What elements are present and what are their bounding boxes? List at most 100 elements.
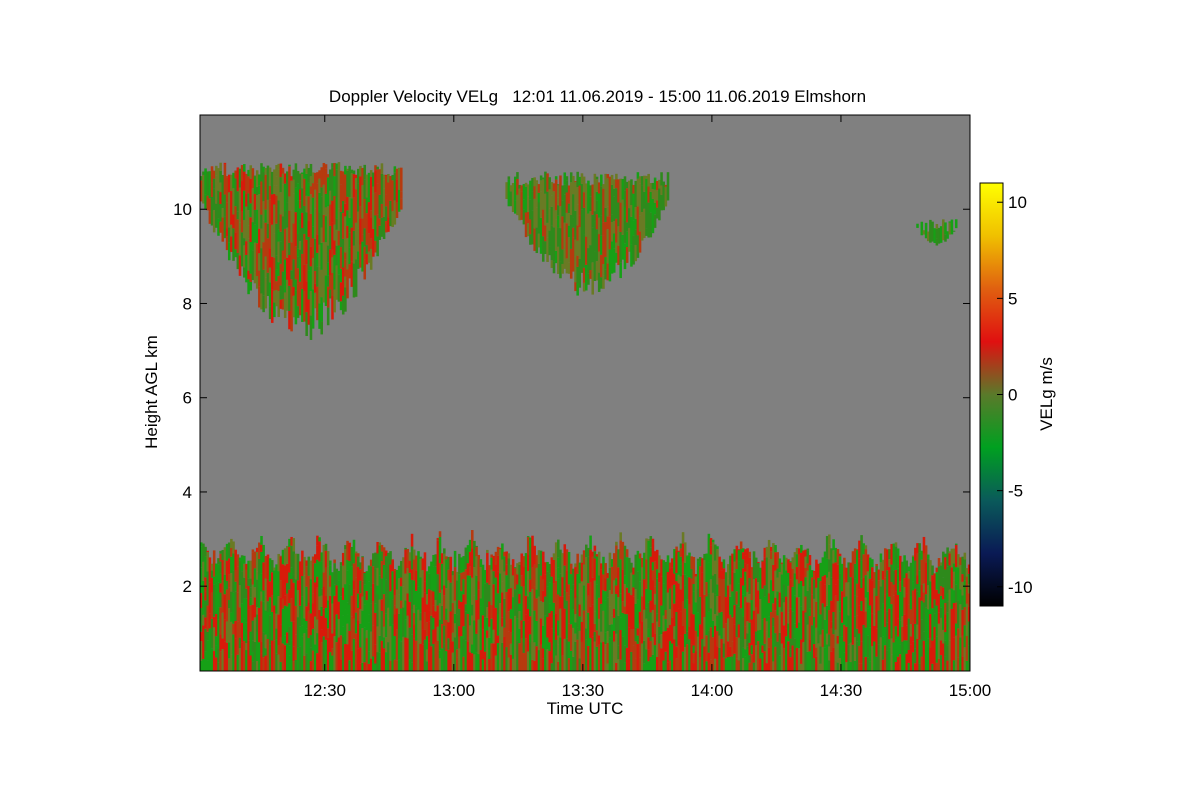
velocity-cell (578, 562, 582, 584)
velocity-cell (333, 584, 336, 596)
velocity-cell (554, 219, 558, 251)
velocity-cell (804, 577, 807, 597)
velocity-cell (232, 652, 235, 671)
velocity-cell (219, 634, 222, 652)
velocity-cell (471, 615, 474, 645)
velocity-cell (735, 569, 739, 592)
velocity-cell (589, 606, 592, 639)
velocity-cell (744, 596, 747, 627)
velocity-cell (382, 564, 386, 595)
velocity-cell (625, 181, 629, 189)
velocity-cell (406, 568, 410, 594)
velocity-cell (752, 662, 756, 671)
velocity-cell (868, 578, 872, 606)
velocity-cell (372, 193, 375, 229)
velocity-cell (726, 578, 730, 586)
velocity-cell (339, 184, 343, 212)
velocity-cell (514, 589, 517, 616)
y-axis-label: Height AGL km (142, 335, 161, 449)
velocity-cell (539, 601, 543, 619)
velocity-cell (572, 656, 575, 671)
velocity-cell (587, 180, 590, 214)
velocity-cell (354, 612, 358, 624)
velocity-cell (473, 540, 476, 567)
velocity-cell (692, 556, 696, 585)
velocity-cell (449, 556, 453, 583)
velocity-cell (748, 551, 752, 558)
velocity-cell (363, 259, 367, 280)
velocity-cell (548, 651, 551, 671)
velocity-cell (326, 307, 330, 326)
velocity-cell (326, 262, 330, 276)
velocity-cell (311, 183, 315, 198)
velocity-cell (460, 601, 463, 637)
velocity-cell (548, 573, 551, 583)
velocity-cell (380, 163, 384, 174)
velocity-cell (647, 661, 650, 671)
velocity-cell (273, 257, 276, 291)
velocity-cell (793, 623, 797, 639)
velocity-cell (856, 549, 859, 584)
velocity-cell (591, 556, 595, 578)
velocity-cell (567, 555, 571, 573)
velocity-cell (255, 547, 259, 553)
velocity-cell (853, 616, 857, 638)
velocity-cell (204, 546, 207, 557)
velocity-cell (288, 285, 291, 311)
velocity-cell (737, 583, 741, 607)
velocity-cell (316, 183, 319, 200)
velocity-cell (806, 550, 810, 564)
velocity-cell (608, 552, 612, 568)
velocity-cell (692, 591, 696, 615)
velocity-cell (309, 635, 313, 648)
velocity-cell (763, 651, 767, 671)
velocity-cell (352, 589, 356, 619)
velocity-cell (397, 594, 401, 614)
velocity-cell (677, 608, 681, 627)
velocity-cell (853, 637, 857, 661)
velocity-cell (533, 564, 536, 587)
velocity-cell (683, 633, 687, 647)
velocity-cell (944, 602, 947, 615)
velocity-cell (339, 565, 343, 597)
velocity-cell (372, 186, 375, 194)
velocity-cell (896, 636, 900, 657)
velocity-cell (679, 543, 683, 549)
velocity-cell (615, 218, 618, 243)
velocity-cell (649, 656, 653, 671)
velocity-cell (380, 551, 384, 562)
velocity-cell (352, 197, 356, 231)
velocity-cell (769, 639, 773, 671)
velocity-cell (212, 550, 216, 577)
velocity-cell (746, 591, 749, 603)
velocity-cell (651, 589, 655, 610)
velocity-cell (666, 172, 670, 201)
velocity-cell (288, 572, 291, 590)
velocity-cell (335, 169, 339, 198)
velocity-cell (593, 221, 597, 252)
velocity-cell (640, 643, 644, 671)
velocity-cell (888, 639, 891, 648)
velocity-cell (843, 566, 846, 580)
velocity-cell (387, 607, 390, 619)
velocity-cell (903, 597, 906, 615)
velocity-cell (655, 549, 659, 570)
velocity-cell (615, 662, 618, 671)
velocity-cell (602, 184, 605, 189)
velocity-cell (294, 605, 298, 635)
velocity-cell (471, 577, 474, 605)
velocity-cell (559, 206, 562, 229)
velocity-cell (834, 562, 838, 585)
velocity-cell (832, 539, 835, 551)
velocity-cell (277, 291, 280, 317)
velocity-cell (230, 612, 233, 622)
velocity-cell (262, 562, 265, 591)
velocity-cell (615, 578, 618, 586)
velocity-cell (393, 614, 397, 637)
velocity-cell (563, 194, 567, 223)
velocity-cell (901, 641, 904, 654)
velocity-cell (651, 622, 655, 638)
velocity-cell (479, 559, 483, 568)
velocity-cell (298, 208, 302, 220)
velocity-cell (643, 579, 646, 610)
